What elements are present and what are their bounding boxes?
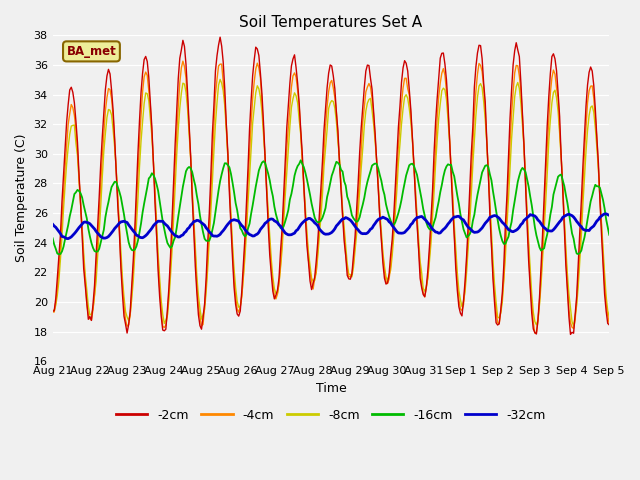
Text: BA_met: BA_met: [67, 45, 116, 58]
Title: Soil Temperatures Set A: Soil Temperatures Set A: [239, 15, 422, 30]
X-axis label: Time: Time: [316, 382, 346, 395]
Y-axis label: Soil Temperature (C): Soil Temperature (C): [15, 134, 28, 263]
Legend: -2cm, -4cm, -8cm, -16cm, -32cm: -2cm, -4cm, -8cm, -16cm, -32cm: [111, 404, 551, 427]
